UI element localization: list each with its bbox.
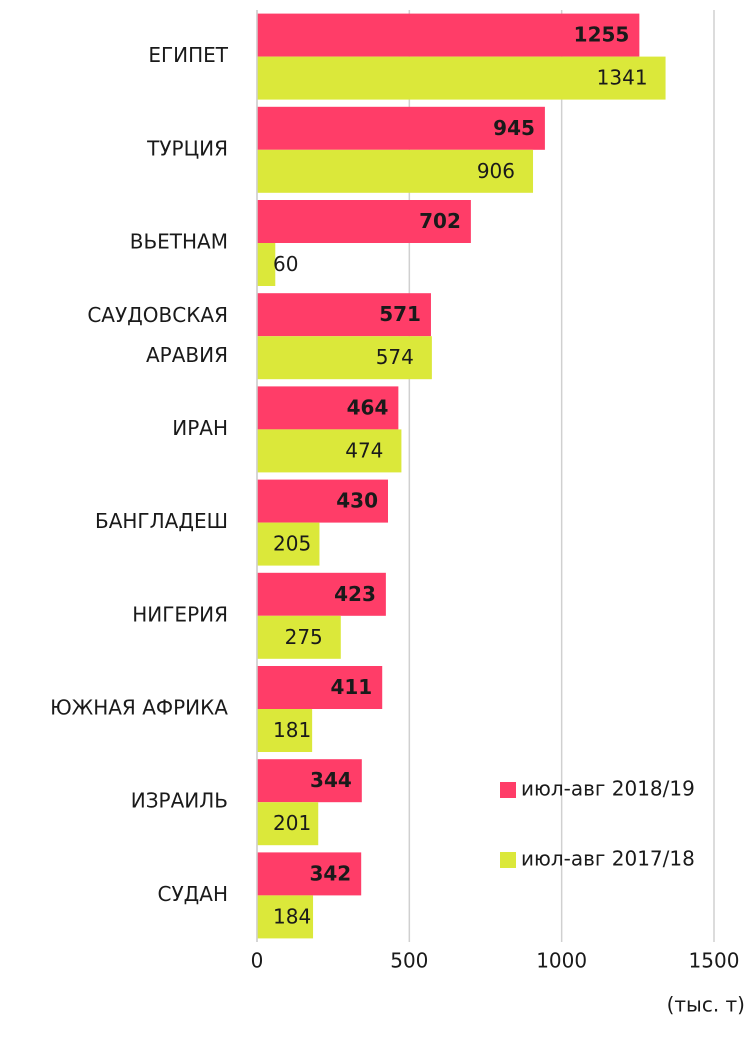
bar: [257, 522, 320, 566]
bar: [257, 572, 386, 616]
y-tick-label: САУДОВСКАЯ АРАВИЯ: [87, 303, 228, 367]
y-tick-label: ВЬЕТНАМ: [130, 230, 228, 254]
y-tick-label: ТУРЦИЯ: [146, 136, 228, 160]
value-label: 205: [273, 532, 311, 556]
value-label: 1341: [597, 66, 648, 90]
value-label: 574: [376, 345, 414, 369]
bar: [257, 336, 432, 380]
x-unit-label: (тыс. т): [667, 993, 745, 1017]
bar: [257, 802, 319, 846]
value-label: 945: [493, 116, 535, 140]
value-label: 275: [285, 625, 323, 649]
value-label: 474: [345, 438, 383, 462]
bar: [257, 666, 383, 709]
y-tick-label: СУДАН: [158, 882, 229, 906]
value-label: 906: [477, 159, 515, 183]
bar: [257, 243, 276, 286]
bar: [257, 615, 341, 659]
bar: [257, 709, 313, 752]
bar: [257, 852, 362, 896]
y-tick-label: ИРАН: [172, 416, 228, 440]
y-tick-label: БАНГЛАДЕШ: [95, 509, 228, 533]
bar: [257, 895, 314, 939]
legend-swatch: [500, 852, 516, 868]
bar: [257, 386, 399, 430]
bar: [257, 149, 534, 193]
bar: [257, 106, 545, 150]
bar: [257, 479, 389, 523]
value-label: 571: [379, 302, 421, 326]
y-tick-label: НИГЕРИЯ: [132, 602, 228, 626]
y-tick-label: ИЗРАИЛЬ: [131, 789, 228, 813]
value-label: 181: [273, 718, 311, 742]
x-tick-label: 1000: [536, 949, 587, 973]
bar: [257, 759, 362, 803]
y-tick-label: ЮЖНАЯ АФРИКА: [50, 696, 228, 720]
x-tick-label: 1500: [689, 949, 740, 973]
legend-swatch: [500, 782, 516, 798]
value-label: 430: [336, 489, 378, 513]
x-tick-label: 0: [251, 949, 264, 973]
bar: [257, 13, 640, 57]
value-label: 464: [347, 395, 389, 419]
value-label: 411: [330, 675, 372, 699]
x-tick-label: 500: [390, 949, 428, 973]
bar: [257, 293, 431, 337]
bar: [257, 200, 471, 243]
value-label: 702: [419, 209, 461, 233]
value-label: 60: [273, 252, 298, 276]
legend-label: июл-авг 2017/18: [521, 847, 695, 871]
y-tick-label: ЕГИПЕТ: [148, 43, 228, 67]
value-label: 342: [309, 861, 351, 885]
value-label: 1255: [574, 23, 630, 47]
value-label: 344: [310, 768, 352, 792]
value-label: 201: [273, 811, 311, 835]
value-label: 184: [273, 904, 311, 928]
value-label: 423: [334, 582, 376, 606]
bar: [257, 429, 402, 473]
bar: [257, 56, 666, 100]
legend-label: июл-авг 2018/19: [521, 777, 695, 801]
